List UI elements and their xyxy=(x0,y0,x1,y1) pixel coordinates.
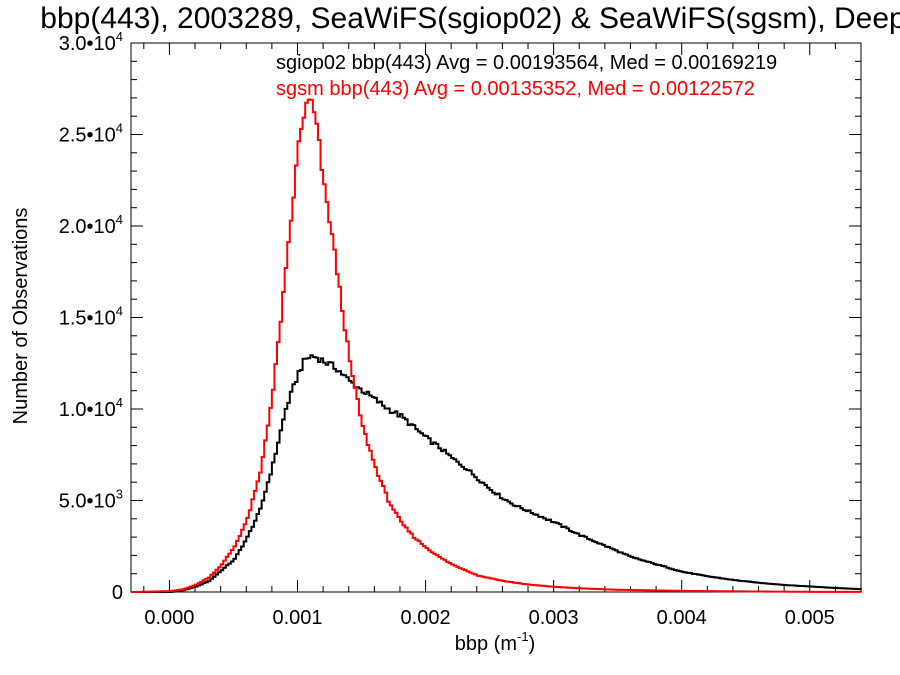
y-tick-label: 0 xyxy=(112,582,123,604)
x-axis: 0.000 0.001 0.002 0.003 0.004 0.005 xyxy=(143,43,862,629)
legend-entry-sgiop02: sgiop02 bbp(443) Avg = 0.00193564, Med =… xyxy=(276,52,777,74)
series-line-0 xyxy=(131,354,862,593)
x-axis-label-exponent: -1 xyxy=(517,629,529,644)
y-tick-label: 2.0•104 xyxy=(59,212,123,238)
x-tick-label: 0.004 xyxy=(657,607,707,629)
x-tick-label: 0.002 xyxy=(401,607,451,629)
x-axis-label: bbp (m-1) xyxy=(455,629,535,655)
x-tick-label: 0.003 xyxy=(529,607,579,629)
x-axis-label-close: ) xyxy=(529,633,536,655)
series-group xyxy=(131,98,862,593)
y-axis-label: Number of Observations xyxy=(10,208,32,425)
legend-entry-sgsm: sgsm bbp(443) Avg = 0.00135352, Med = 0.… xyxy=(276,78,755,100)
y-axis: 0 5.0•103 1.0•104 1.5•104 2.0•104 2.5•104 3.0•… xyxy=(59,29,861,604)
x-axis-label-text: bbp (m xyxy=(455,633,517,655)
x-tick-label: 0.000 xyxy=(144,607,194,629)
x-tick-label: 0.001 xyxy=(272,607,322,629)
chart-title: bbp(443), 2003289, SeaWiFS(sgiop02) & Se… xyxy=(40,2,900,35)
y-tick-label: 5.0•103 xyxy=(59,487,123,513)
plot-area-border xyxy=(130,42,862,593)
y-tick-label: 1.5•104 xyxy=(59,304,123,330)
y-tick-label: 3.0•104 xyxy=(59,29,123,55)
x-tick-label: 0.005 xyxy=(785,607,835,629)
series-line-1 xyxy=(131,98,862,593)
y-tick-label: 2.5•104 xyxy=(59,121,123,147)
y-tick-label: 1.0•104 xyxy=(59,395,123,421)
plot-frame xyxy=(130,42,862,593)
